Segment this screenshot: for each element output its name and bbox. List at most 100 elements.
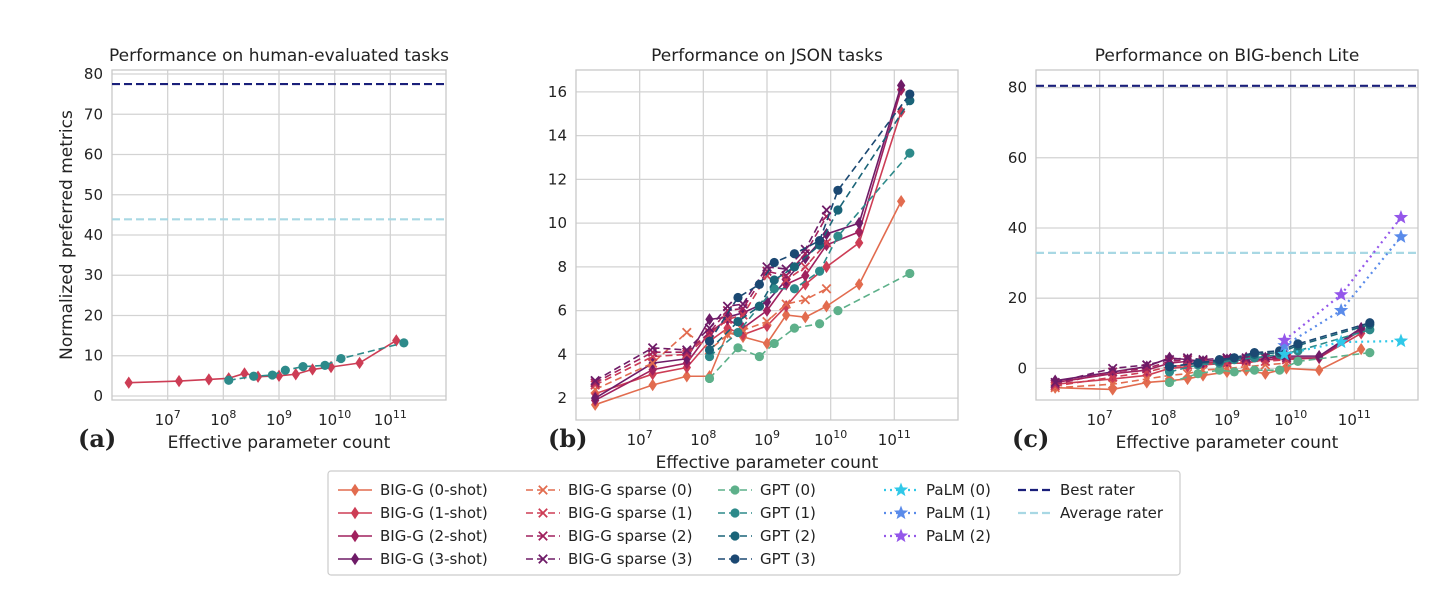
legend-label: GPT (3) <box>760 550 816 568</box>
panel-b-point-gpt-1 <box>833 231 843 241</box>
legend-item-palm-1: PaLM (1) <box>884 504 991 522</box>
panel-a-ytick-label: 40 <box>84 226 103 244</box>
panel-b-point-gpt-3 <box>769 257 779 268</box>
legend-swatch-marker <box>350 529 360 543</box>
panel-c-xtick-label: 1010 <box>1274 408 1307 429</box>
legend-item-big-g-3-shot: BIG-G (3-shot) <box>338 550 488 568</box>
panel-b-point-big-g-2-shot <box>822 238 831 252</box>
panel-c-point-gpt-0 <box>1249 365 1260 375</box>
panel-a-point-big-g-1-shot <box>124 376 133 389</box>
panel-a-ytick-label: 10 <box>84 347 103 365</box>
panel-c-ytick-label: 80 <box>1008 79 1027 97</box>
panel-a-xtick-label: 1011 <box>374 408 407 429</box>
panel-a-point-gpt-1 <box>320 360 330 370</box>
panel-b-ytick-label: 14 <box>548 127 567 145</box>
panel-b-point-big-g-sparse-3 <box>781 264 792 274</box>
panel-c-point-palm-0 <box>1393 333 1409 348</box>
legend-label: BIG-G (2-shot) <box>380 527 488 545</box>
panel-b-point-big-g-sparse-2 <box>681 347 692 358</box>
legend-label: BIG-G sparse (3) <box>568 550 692 568</box>
panel-b-point-gpt-3 <box>905 89 915 99</box>
panel-a-point-big-g-1-shot <box>291 368 300 381</box>
panel-b-point-big-g-0-shot <box>896 195 906 208</box>
legend-label: PaLM (2) <box>926 527 991 545</box>
legend-label: PaLM (0) <box>926 481 991 499</box>
panel-label-a: (a) <box>78 424 116 453</box>
panel-b-point-gpt-0 <box>833 306 843 316</box>
panel-b-ytick-label: 10 <box>548 214 567 232</box>
legend-swatch-marker <box>893 528 909 543</box>
panel-c-xtick-label: 107 <box>1087 408 1113 429</box>
panel-c-point-big-g-sparse-3 <box>1050 377 1061 388</box>
panel-c-point-big-g-0-shot <box>1314 363 1324 377</box>
panel-b-point-big-g-2-shot <box>648 363 657 376</box>
panel-c-point-palm-0 <box>1277 346 1292 361</box>
legend-label: BIG-G sparse (2) <box>568 527 692 545</box>
legend-swatch-marker <box>893 482 909 497</box>
panel-a-point-gpt-1 <box>249 371 259 381</box>
panel-c-point-gpt-3 <box>1293 339 1303 349</box>
legend-item-gpt-0: GPT (0) <box>718 481 816 499</box>
legend-item-gpt-2: GPT (2) <box>718 527 816 545</box>
panel-b-point-gpt-1 <box>814 266 825 276</box>
legend-item-palm-0: PaLM (0) <box>884 481 991 499</box>
panel-b-point-big-g-sparse-3 <box>821 205 832 215</box>
panel-c-point-gpt-3 <box>1229 353 1239 363</box>
panel-c-series-palm-0 <box>1277 333 1409 361</box>
panel-b-point-big-g-sparse-0 <box>681 327 692 338</box>
panel-a-frame <box>111 69 447 401</box>
panel-a-point-gpt-1 <box>267 370 277 380</box>
panel-c-point-gpt-3 <box>1214 355 1225 365</box>
panel-a-point-gpt-1 <box>399 338 409 348</box>
legend-label: BIG-G (0-shot) <box>380 481 488 499</box>
panel-b-point-big-g-3-shot <box>854 216 864 230</box>
panel-label-c: (c) <box>1012 424 1049 453</box>
panel-c-point-big-g-sparse-3 <box>1182 353 1193 363</box>
panel-b-ytick-label: 2 <box>557 389 567 407</box>
panel-b-point-big-g-0-shot <box>801 310 810 324</box>
panel-a-point-big-g-1-shot <box>174 374 184 388</box>
panel-b-point-gpt-0 <box>733 343 743 353</box>
legend-swatch-marker <box>538 554 548 564</box>
panel-b-ytick-label: 16 <box>548 83 567 101</box>
panel-b-point-big-g-0-shot <box>648 378 657 392</box>
panel-a-ytick-label: 30 <box>84 266 103 284</box>
panel-a-point-big-g-1-shot <box>355 356 364 370</box>
panel-b-point-gpt-0 <box>814 319 825 329</box>
panel-c-point-palm-1 <box>1277 338 1292 352</box>
panel-b-point-big-g-sparse-3 <box>762 262 772 272</box>
legend-item-big-g-1-shot: BIG-G (1-shot) <box>338 504 488 522</box>
panel-c-series-palm-1 <box>1277 229 1409 352</box>
panel-a-title: Performance on human-evaluated tasks <box>109 46 449 66</box>
legend-item-gpt-1: GPT (1) <box>718 504 816 522</box>
legend-label: Best rater <box>1060 481 1135 499</box>
legend-swatch-marker <box>350 552 360 566</box>
panel-b-point-gpt-1 <box>905 148 915 158</box>
panel-b-series-big-g-sparse-3 <box>590 205 832 386</box>
panel-c-point-gpt-3 <box>1365 318 1375 328</box>
panel-c-point-palm-2 <box>1333 287 1349 301</box>
panel-c: 107 108 109 1010 1011 0 20 40 60 80 Performance on… <box>1008 46 1419 453</box>
panel-c-point-palm-2 <box>1393 209 1409 224</box>
legend-swatch-marker <box>730 554 740 564</box>
panel-c-xtick-label: 1011 <box>1338 408 1371 429</box>
panel-b-frame <box>575 69 959 421</box>
panel-b-point-big-g-2-shot <box>854 225 864 239</box>
legend-item-big-g-sparse-0: BIG-G sparse (0) <box>526 481 692 499</box>
panel-b-point-big-g-2-shot <box>801 269 810 282</box>
panel-a-point-gpt-1 <box>298 361 308 372</box>
panel-b-xlabel: Effective parameter count <box>656 453 879 473</box>
legend-item-palm-2: PaLM (2) <box>884 527 991 545</box>
panel-a-point-big-g-1-shot <box>204 373 214 386</box>
legend-swatch-marker <box>350 506 360 520</box>
panel-b-data <box>590 79 915 411</box>
panel-b-ytick-label: 6 <box>557 302 567 320</box>
panel-label-b: (b) <box>548 424 588 453</box>
panel-b-point-big-g-3-shot <box>590 391 600 405</box>
legend-label: GPT (0) <box>760 481 816 499</box>
panel-b-point-gpt-2 <box>789 262 800 272</box>
legend-label: BIG-G sparse (0) <box>568 481 692 499</box>
legend-item-average-rater: Average rater <box>1018 504 1164 522</box>
panel-b-xtick-label: 108 <box>690 428 716 449</box>
panel-c-point-big-g-0-shot <box>1356 342 1366 356</box>
